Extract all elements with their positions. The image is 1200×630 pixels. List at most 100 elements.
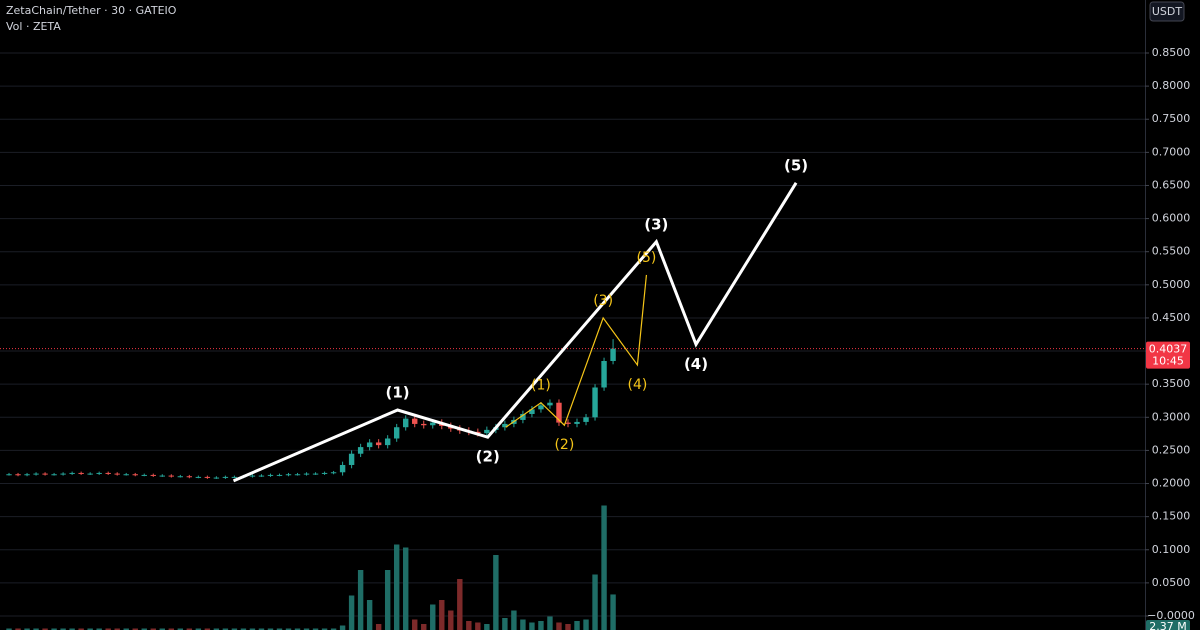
candle-body	[339, 464, 346, 473]
candle-body	[267, 474, 274, 476]
volume-bar	[538, 621, 544, 630]
wave-line	[505, 274, 648, 428]
y-tick-label: 0.1000	[1152, 543, 1191, 556]
volume-bar	[177, 628, 184, 630]
y-tick-label: 0.8500	[1152, 46, 1191, 59]
candle-body	[520, 413, 526, 420]
chart-title: ZetaChain/Tether · 30 · GATEIO	[6, 4, 177, 17]
volume-bar	[574, 621, 580, 630]
candle-body	[249, 475, 256, 477]
volume-bar	[565, 624, 571, 630]
volume-bar	[195, 628, 202, 630]
candle-body	[24, 474, 30, 476]
volume-bar	[78, 628, 84, 630]
y-tick-label: 0.6000	[1152, 212, 1191, 225]
candle-body	[321, 472, 328, 474]
candle-body	[312, 473, 319, 475]
candle-body	[502, 423, 508, 428]
volume-bar	[15, 628, 21, 630]
candle-body	[610, 348, 616, 361]
volume-bar	[231, 628, 238, 630]
candle-body	[393, 427, 400, 439]
y-tick-label: 0.4500	[1152, 311, 1191, 324]
volume-bar	[294, 628, 301, 630]
volume-bar	[123, 628, 129, 630]
candle-body	[592, 387, 598, 418]
volume-bar	[330, 628, 337, 630]
volume-bar	[240, 628, 247, 630]
candle-body	[294, 474, 301, 476]
volume-bar	[303, 628, 310, 630]
candle-body	[204, 476, 211, 478]
volume-bar	[258, 628, 265, 630]
candle-body	[565, 422, 571, 424]
candle-body	[547, 402, 553, 406]
candle-body	[412, 418, 418, 424]
candle-body	[276, 474, 283, 476]
candle-body	[6, 474, 12, 476]
volume-bar	[168, 628, 175, 630]
candle-body	[529, 409, 535, 414]
candle-body	[195, 476, 202, 478]
volume-bar	[51, 628, 57, 630]
wave-label: (3)	[593, 293, 613, 309]
volume-bar	[60, 628, 66, 630]
volume-bar	[204, 628, 211, 630]
volume-bar	[439, 600, 445, 630]
candle-body	[213, 477, 220, 479]
candle-body	[303, 473, 310, 475]
candle-body	[105, 472, 111, 474]
volume-bar	[159, 628, 165, 630]
candle-body	[556, 402, 562, 423]
volume-bar	[150, 628, 156, 630]
candle-body	[150, 474, 156, 476]
currency-label[interactable]: USDT	[1152, 5, 1183, 18]
volume-bar	[412, 619, 418, 630]
wave-label: (4)	[684, 355, 708, 373]
volume-bar	[601, 505, 607, 630]
volume-bar	[141, 628, 147, 630]
volume-bar	[213, 628, 220, 630]
volume-bar	[312, 628, 319, 630]
candle-body	[403, 418, 409, 428]
candle-body	[538, 405, 544, 410]
volume-bar	[87, 628, 93, 630]
candle-body	[222, 476, 229, 478]
volume-bar	[357, 570, 364, 630]
candle-body	[87, 473, 93, 475]
y-tick-label: 0.3000	[1152, 410, 1191, 423]
candle-body	[132, 474, 138, 476]
candle-body	[114, 473, 120, 475]
volume-bar	[610, 594, 616, 630]
volume-bar	[366, 600, 373, 630]
candle-body	[123, 474, 129, 476]
y-tick-label: 0.7000	[1152, 145, 1191, 158]
volume-bar	[222, 628, 229, 630]
volume-bar	[393, 544, 400, 630]
volume-bar	[556, 622, 562, 630]
candle-body	[421, 423, 427, 426]
volume-bar	[466, 621, 472, 630]
y-tick-label: 0.6500	[1152, 178, 1191, 191]
wave-label: (5)	[784, 156, 808, 174]
volume-bar	[502, 618, 508, 630]
currency-box[interactable]	[1149, 1, 1185, 22]
candle-body	[258, 475, 265, 477]
volume-bar	[348, 595, 355, 630]
y-tick-label: −0.0000	[1147, 609, 1195, 622]
volume-bar	[105, 628, 111, 630]
candle-body	[60, 473, 66, 475]
volume-title: Vol · ZETA	[6, 20, 61, 33]
volume-bar	[276, 628, 283, 630]
y-tick-label: 0.5000	[1152, 278, 1191, 291]
y-tick-label: 0.2000	[1152, 477, 1191, 490]
wave-line	[232, 182, 798, 483]
wave-label: (4)	[627, 377, 647, 393]
volume-label: 2.37 M	[1149, 620, 1186, 630]
candle-body	[285, 474, 292, 476]
volume-bar	[6, 628, 12, 630]
candle-body	[475, 431, 481, 434]
candle-body	[231, 476, 238, 478]
